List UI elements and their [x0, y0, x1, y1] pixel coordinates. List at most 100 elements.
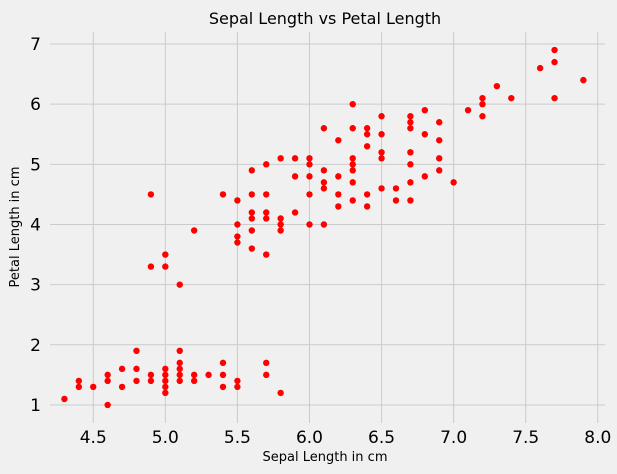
data-point — [335, 137, 342, 144]
data-point — [349, 100, 356, 108]
data-point — [234, 377, 241, 385]
y-tick-label: 2 — [30, 336, 41, 356]
data-point — [407, 119, 414, 126]
data-point — [306, 191, 313, 198]
data-point — [90, 383, 97, 391]
data-point — [277, 215, 284, 222]
data-point — [133, 377, 140, 385]
x-axis-label: Sepal Length in cm — [263, 450, 388, 465]
data-point — [219, 191, 227, 198]
data-point — [363, 203, 371, 210]
data-point — [234, 239, 241, 246]
y-tick-labels: 1 2 3 4 5 6 7 — [30, 35, 41, 416]
data-point — [133, 365, 140, 373]
data-point — [263, 359, 270, 367]
data-point — [479, 94, 486, 102]
data-point — [75, 383, 83, 391]
data-point — [248, 215, 256, 222]
data-point — [263, 161, 270, 168]
data-point — [407, 113, 414, 120]
data-point — [176, 365, 183, 373]
data-point — [176, 281, 183, 288]
y-tick-label: 6 — [30, 95, 41, 115]
data-point — [349, 155, 356, 162]
data-point — [508, 94, 515, 102]
x-tick-label: 6.5 — [368, 428, 395, 448]
data-point — [464, 107, 472, 114]
grid-lines — [50, 32, 605, 423]
data-point — [147, 377, 155, 385]
data-point — [176, 347, 183, 355]
data-point — [118, 383, 126, 391]
data-point — [349, 161, 356, 168]
data-point — [407, 179, 414, 186]
data-point — [421, 131, 429, 138]
data-point — [320, 179, 328, 186]
x-tick-label: 7.5 — [512, 428, 539, 448]
data-point — [162, 383, 169, 391]
data-point — [378, 113, 385, 120]
data-point — [378, 131, 385, 138]
data-point — [263, 251, 270, 258]
data-point — [580, 76, 587, 84]
data-point — [407, 125, 414, 132]
data-point — [378, 185, 385, 192]
y-tick-label: 3 — [30, 276, 41, 296]
data-points — [61, 46, 587, 409]
data-point — [551, 46, 558, 54]
y-tick-label: 5 — [30, 155, 41, 175]
data-point — [378, 149, 385, 156]
x-tick-label: 5.0 — [152, 428, 179, 448]
data-point — [421, 107, 429, 114]
data-point — [493, 82, 501, 90]
data-point — [536, 64, 544, 72]
data-point — [551, 94, 558, 102]
data-point — [392, 185, 400, 192]
data-point — [436, 137, 443, 144]
data-point — [75, 377, 83, 385]
data-point — [407, 149, 414, 156]
data-point — [335, 173, 342, 180]
data-point — [190, 227, 198, 234]
y-tick-label: 4 — [30, 215, 41, 235]
data-point — [147, 371, 155, 379]
data-point — [421, 173, 429, 180]
data-point — [349, 197, 356, 204]
y-axis-label: Petal Length in cm — [8, 167, 23, 288]
chart-title: Sepal Length vs Petal Length — [209, 9, 441, 28]
data-point — [104, 371, 111, 379]
data-point — [436, 119, 443, 126]
data-point — [349, 167, 356, 174]
y-tick-label: 7 — [30, 35, 41, 55]
data-point — [133, 347, 140, 355]
x-tick-labels: 4.5 5.0 5.5 6.0 6.5 7.0 7.5 8.0 — [80, 428, 612, 448]
data-point — [248, 191, 256, 198]
data-point — [306, 221, 313, 228]
data-point — [320, 167, 328, 174]
data-point — [277, 227, 284, 234]
data-point — [378, 155, 385, 162]
data-point — [277, 389, 284, 397]
data-point — [363, 125, 371, 132]
x-tick-label: 5.5 — [224, 428, 251, 448]
data-point — [436, 167, 443, 174]
data-point — [277, 221, 284, 228]
data-point — [306, 161, 313, 168]
data-point — [219, 383, 227, 391]
data-point — [162, 377, 169, 385]
data-point — [479, 100, 486, 108]
data-point — [162, 371, 169, 379]
data-point — [306, 155, 313, 162]
data-point — [407, 197, 414, 204]
data-point — [306, 173, 313, 180]
data-point — [277, 155, 284, 162]
data-point — [248, 167, 256, 174]
data-point — [335, 203, 342, 210]
x-tick-label: 4.5 — [80, 428, 107, 448]
data-point — [263, 191, 270, 198]
data-point — [176, 359, 183, 367]
data-point — [335, 191, 342, 198]
data-point — [104, 401, 111, 409]
data-point — [436, 155, 443, 162]
data-point — [320, 221, 328, 228]
